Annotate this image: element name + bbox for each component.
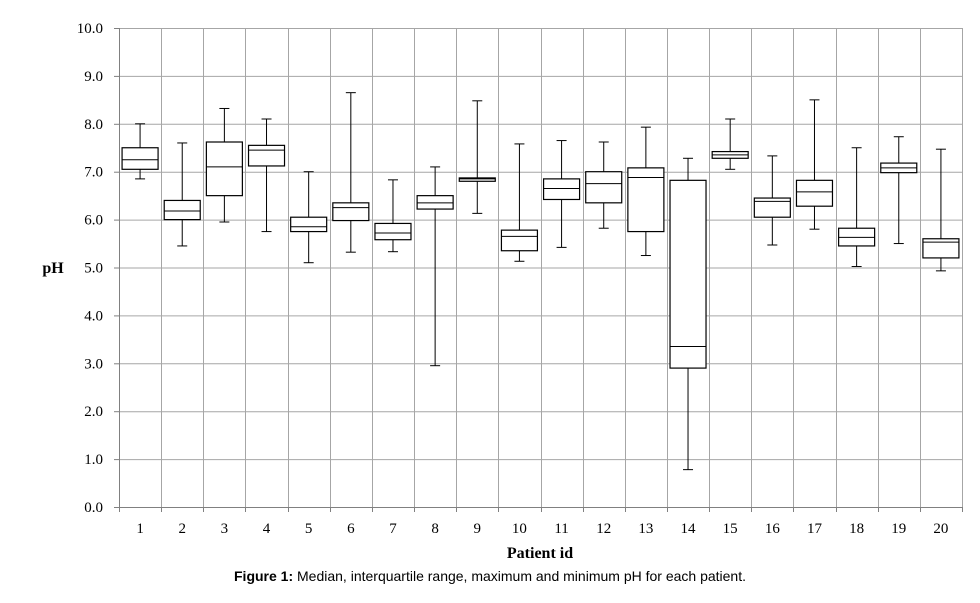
x-tick-label: 20 xyxy=(933,521,948,537)
box-patient-20 xyxy=(922,148,960,272)
box-patient-13 xyxy=(627,126,665,257)
box-patient-1 xyxy=(121,123,159,180)
box-patient-4 xyxy=(247,118,286,233)
x-tick-label: 6 xyxy=(347,521,355,537)
x-tick-label: 11 xyxy=(554,521,568,537)
box-layer xyxy=(121,92,960,471)
x-tick-label: 3 xyxy=(221,521,229,537)
box-patient-18 xyxy=(838,147,876,268)
x-tick-label: 1 xyxy=(136,521,144,537)
box-patient-6 xyxy=(332,92,370,253)
y-tick-label: 5.0 xyxy=(84,261,103,277)
iqr-box xyxy=(669,179,707,369)
y-tick-label: 6.0 xyxy=(84,213,103,229)
x-tick-label: 8 xyxy=(431,521,439,537)
y-tick-label: 10.0 xyxy=(77,21,103,37)
box-patient-11 xyxy=(542,140,581,248)
x-tick-label: 14 xyxy=(681,521,697,537)
box-patient-9 xyxy=(458,100,496,214)
box-patient-10 xyxy=(500,143,539,262)
box-patient-3 xyxy=(205,107,243,223)
x-tick-label: 18 xyxy=(849,521,864,537)
x-tick-label: 5 xyxy=(305,521,313,537)
iqr-box xyxy=(500,229,539,252)
box-patient-16 xyxy=(753,155,791,246)
y-tick-label: 2.0 xyxy=(84,404,103,420)
iqr-box xyxy=(332,202,370,222)
x-tick-label: 15 xyxy=(723,521,738,537)
box-patient-7 xyxy=(374,179,412,253)
box-patient-2 xyxy=(163,142,201,247)
box-patient-12 xyxy=(585,141,623,229)
iqr-box xyxy=(121,147,159,170)
box-patient-19 xyxy=(880,136,918,245)
box-patient-17 xyxy=(795,99,834,230)
iqr-box xyxy=(542,178,581,201)
y-tick-label: 9.0 xyxy=(84,69,103,85)
figure-caption-text: Median, interquartile range, maximum and… xyxy=(293,568,746,584)
iqr-box xyxy=(290,216,328,233)
box-patient-14 xyxy=(669,157,707,471)
box-patient-5 xyxy=(290,171,328,264)
y-tick-label: 1.0 xyxy=(84,452,103,468)
label-layer: 0.01.02.03.04.05.06.07.08.09.010.01 2 3 4 5 6… xyxy=(77,21,949,537)
y-tick-label: 4.0 xyxy=(84,308,103,324)
grid-layer xyxy=(119,28,963,507)
iqr-box xyxy=(374,222,412,241)
y-tick-label: 0.0 xyxy=(84,500,103,516)
box-patient-15 xyxy=(711,118,749,170)
x-tick-label: 7 xyxy=(389,521,397,537)
y-tick-label: 3.0 xyxy=(84,356,103,372)
y-axis-title: pH xyxy=(42,260,64,277)
iqr-box xyxy=(163,199,201,221)
iqr-box xyxy=(753,197,791,218)
x-tick-label: 19 xyxy=(891,521,906,537)
box-patient-8 xyxy=(416,166,454,367)
x-axis-title: Patient id xyxy=(507,545,573,562)
x-tick-label: 16 xyxy=(765,521,781,537)
figure-caption-label: Figure 1: xyxy=(234,568,294,584)
x-tick-label: 2 xyxy=(178,521,186,537)
iqr-box xyxy=(795,179,834,207)
x-tick-label: 4 xyxy=(263,521,271,537)
x-tick-label: 9 xyxy=(474,521,482,537)
x-tick-label: 10 xyxy=(512,521,527,537)
y-tick-label: 8.0 xyxy=(84,117,103,133)
x-tick-label: 13 xyxy=(638,521,653,537)
iqr-box xyxy=(458,177,496,182)
iqr-box xyxy=(627,167,665,233)
axis-layer xyxy=(114,28,963,512)
figure-caption: Figure 1: Median, interquartile range, m… xyxy=(0,568,980,584)
iqr-box xyxy=(922,238,960,259)
x-tick-label: 17 xyxy=(807,521,823,537)
y-tick-label: 7.0 xyxy=(84,165,103,181)
iqr-box xyxy=(247,144,286,167)
iqr-box xyxy=(205,141,243,197)
x-tick-label: 12 xyxy=(596,521,611,537)
iqr-box xyxy=(585,171,623,204)
